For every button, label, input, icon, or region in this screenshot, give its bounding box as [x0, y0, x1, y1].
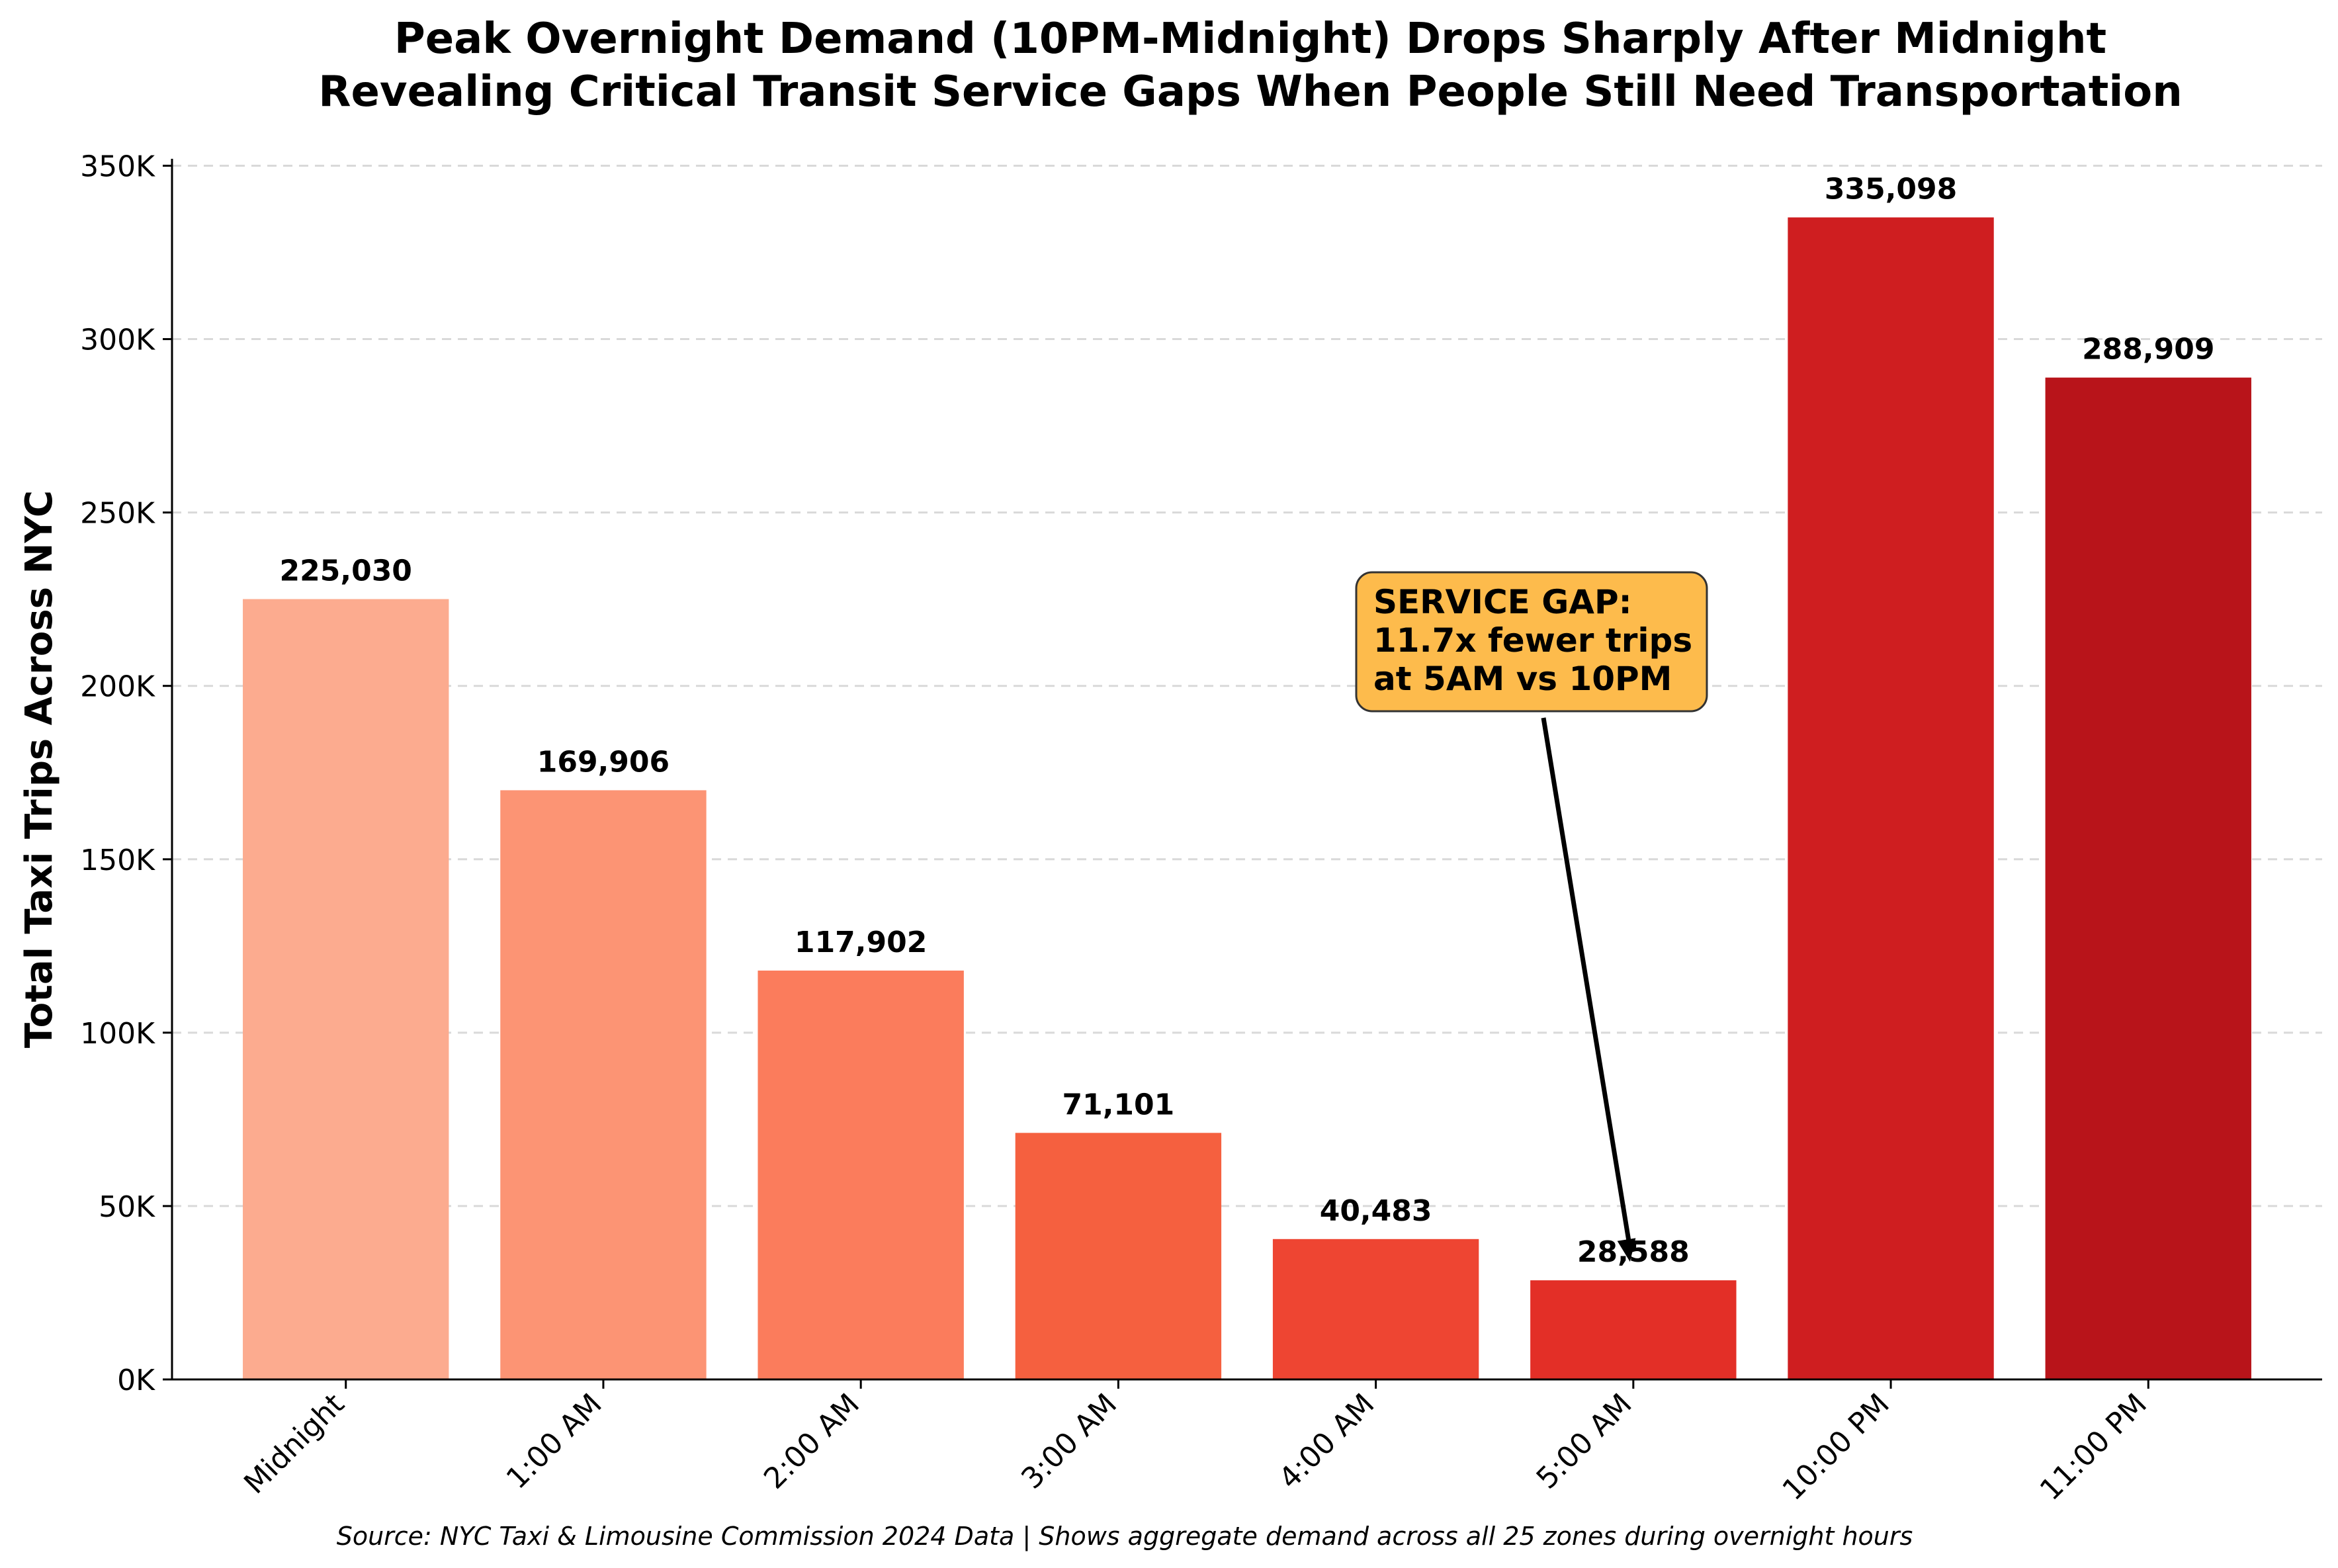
x-tick-label: 5:00 AM	[1530, 1387, 1639, 1496]
source-note: Source: NYC Taxi & Limousine Commission …	[337, 1522, 1913, 1551]
bar-value-label: 71,101	[1062, 1088, 1174, 1121]
x-tick-label: 11:00 PM	[2034, 1387, 2153, 1507]
bar-value-label: 40,483	[1320, 1194, 1432, 1228]
x-tick-label: 1:00 AM	[500, 1387, 609, 1496]
y-tick-label: 0K	[117, 1364, 155, 1397]
annotation-text-line: at 5AM vs 10PM	[1373, 660, 1672, 698]
bar-5-00-am	[1530, 1280, 1737, 1379]
chart-title-line-2: Revealing Critical Transit Service Gaps …	[318, 67, 2183, 116]
y-tick-label: 200K	[80, 670, 155, 704]
x-tick-label: 4:00 AM	[1272, 1387, 1381, 1496]
x-tick-label: 10:00 PM	[1776, 1387, 1896, 1507]
bar-value-label: 335,098	[1825, 173, 1957, 206]
axes	[171, 159, 2322, 1381]
y-axis-ticks: 0K 50K 100K 150K 200K 250K 300K 350K	[80, 150, 172, 1397]
bar-value-label: 288,909	[2082, 333, 2214, 367]
bars	[243, 217, 2251, 1380]
bar-4-00-am	[1272, 1239, 1479, 1379]
x-axis-ticks: Midnight 1:00 AM 2:00 AM 3:00 AM 4:00 AM 5:00…	[238, 1379, 2153, 1507]
bar-midnight	[243, 599, 449, 1379]
x-tick-label: 2:00 AM	[758, 1387, 866, 1496]
bar-value-label: 169,906	[537, 745, 670, 779]
bar-1-00-am	[500, 790, 707, 1379]
annotation-box	[1355, 571, 1708, 713]
bar-3-00-am	[1015, 1133, 1222, 1379]
bar-value-label: 225,030	[280, 554, 412, 588]
y-tick-label: 250K	[80, 497, 155, 531]
y-tick-label: 350K	[80, 150, 155, 183]
annotation-arrow-line	[1541, 717, 1633, 1249]
y-tick-label: 150K	[80, 844, 155, 877]
x-tick-label: 3:00 AM	[1015, 1387, 1123, 1496]
x-tick-label: Midnight	[238, 1387, 351, 1501]
bar-value-label: 117,902	[795, 926, 927, 959]
annotation-text-line: 11.7x fewer trips	[1373, 621, 1692, 660]
annotation-text-line: SERVICE GAP:	[1373, 583, 1632, 621]
chart-title-line-1: Peak Overnight Demand (10PM-Midnight) Dr…	[394, 15, 2106, 64]
bar-2-00-am	[758, 971, 964, 1379]
y-axis-label: Total Taxi Trips Across NYC	[18, 490, 61, 1048]
y-tick-label: 100K	[80, 1017, 155, 1051]
bar-value-labels: 225,030169,906117,90271,10140,48328,5883…	[280, 173, 2215, 1270]
chart-title: Peak Overnight Demand (10PM-Midnight) Dr…	[318, 15, 2183, 116]
y-tick-label: 50K	[99, 1190, 155, 1224]
bar-11-00-pm	[2045, 377, 2251, 1379]
bar-10-00-pm	[1788, 217, 1994, 1380]
y-tick-label: 300K	[80, 324, 155, 357]
annotation-arrow-head	[1617, 1238, 1636, 1262]
grid-lines	[172, 164, 2322, 1381]
